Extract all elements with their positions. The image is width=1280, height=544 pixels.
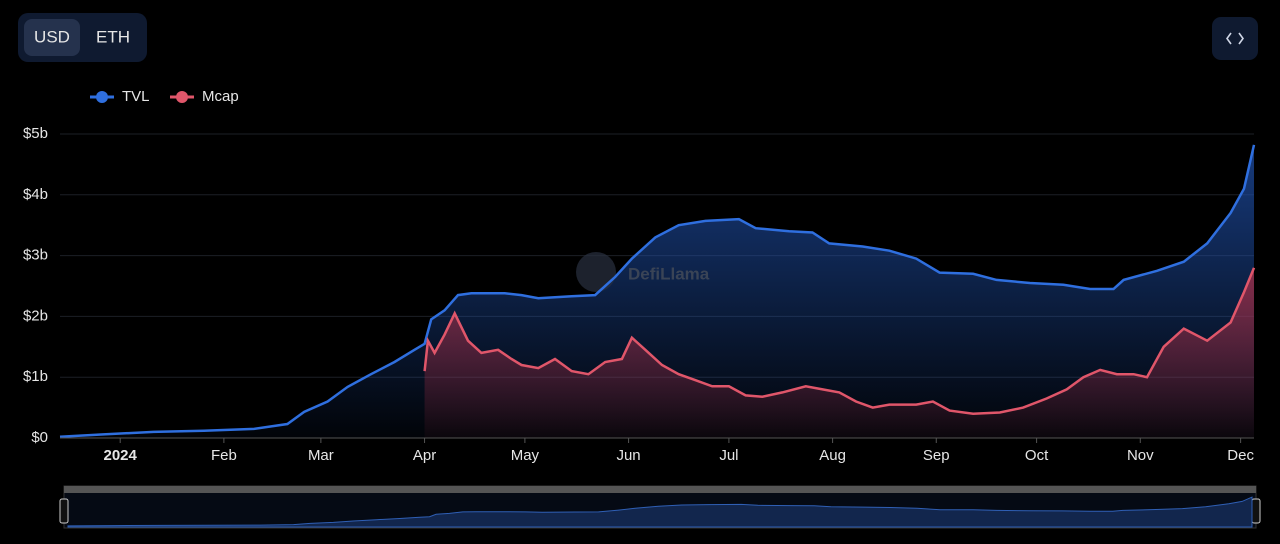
watermark: DefiLlama — [628, 264, 710, 283]
embed-icon — [1226, 32, 1244, 45]
y-tick-label: $4b — [23, 186, 48, 203]
navigator — [59, 485, 1261, 529]
legend: TVL Mcap — [90, 88, 239, 105]
x-tick-label: 2024 — [104, 447, 138, 464]
line — [423, 267, 1256, 415]
embed-button[interactable] — [1212, 17, 1258, 60]
eth-option[interactable]: ETH — [96, 27, 130, 46]
x-tick-label: Jun — [616, 447, 640, 464]
y-tick-label: $3b — [23, 247, 48, 264]
currency-toggle: USD ETH — [18, 13, 147, 62]
navigator-handle-left[interactable] — [59, 498, 69, 524]
line — [59, 144, 1256, 439]
y-tick-label: $5b — [23, 125, 48, 142]
toggle-active[interactable] — [24, 19, 80, 56]
x-tick-label: Dec — [1227, 447, 1254, 464]
x-tick-label: Mar — [308, 447, 334, 464]
usd-option[interactable]: USD — [34, 27, 70, 46]
y-tick-label: $2b — [23, 307, 48, 324]
navigator-bar[interactable] — [64, 486, 1256, 493]
x-tick-label: Apr — [413, 447, 436, 464]
navigator-handle-right[interactable] — [1251, 498, 1261, 524]
legend-label: Mcap — [202, 88, 239, 105]
x-tick-label: Feb — [211, 447, 237, 464]
area — [60, 144, 1254, 438]
axes: $0 $1b $2b $3b $4b $5b 2024 Feb Mar Apr May Jun Jul A… — [23, 125, 1254, 464]
legend-dot — [176, 91, 188, 103]
x-tick-label: Jul — [719, 447, 738, 464]
x-tick-label: Sep — [923, 447, 950, 464]
area — [424, 267, 1254, 438]
watermark-logo — [576, 252, 616, 292]
legend-label: TVL — [122, 88, 150, 105]
areas — [60, 144, 1254, 438]
y-tick-label: $0 — [31, 429, 48, 446]
x-tick-label: Aug — [819, 447, 846, 464]
x-tick-label: Nov — [1127, 447, 1154, 464]
navigator-area — [67, 496, 1253, 528]
x-tick-label: Oct — [1025, 447, 1049, 464]
legend-dot — [96, 91, 108, 103]
lines — [59, 144, 1256, 439]
x-tick-label: May — [511, 447, 540, 464]
y-tick-label: $1b — [23, 368, 48, 385]
